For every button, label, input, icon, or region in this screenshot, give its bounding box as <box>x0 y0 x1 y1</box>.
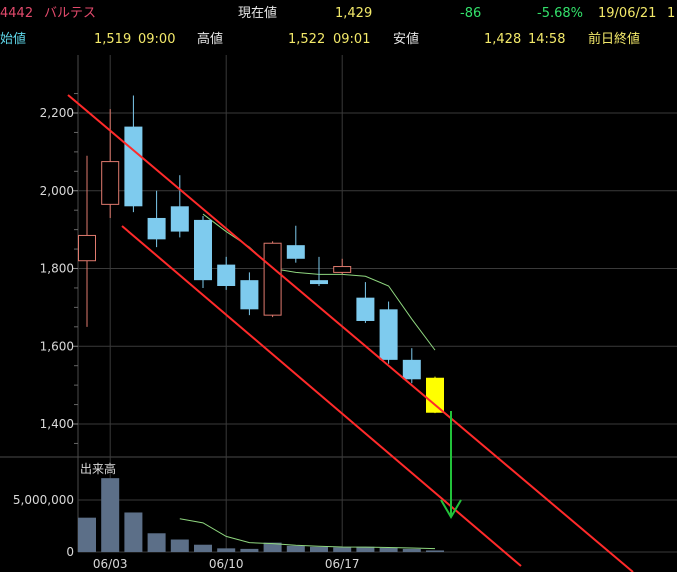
volume-bar <box>333 547 352 552</box>
date-trail: 1 <box>667 6 676 21</box>
candle-body-down <box>402 359 421 380</box>
candle-body-down <box>170 206 189 232</box>
candle-body-up <box>263 242 282 316</box>
volume-tick-label: 5,000,000 <box>13 493 74 507</box>
candle-body-down <box>217 264 236 286</box>
candle-body-up <box>78 234 96 262</box>
volume-bar <box>356 546 375 552</box>
volume-bar <box>78 517 96 552</box>
price-tick-label: 2,000 <box>40 184 74 198</box>
volume-bar <box>101 478 120 552</box>
change-value: -86 <box>460 6 482 21</box>
volume-bar <box>217 548 236 552</box>
volume-bar <box>426 550 444 552</box>
low-value: 1,428 <box>484 32 522 47</box>
open-value: 1,519 <box>94 32 132 47</box>
candle-body-up <box>333 266 352 273</box>
volume-tick-label: 0 <box>66 545 74 559</box>
current-label: 現在値 <box>238 6 278 21</box>
volume-bar <box>194 544 212 552</box>
candle-body-down <box>356 297 375 321</box>
date-tick-label: 06/17 <box>325 557 360 571</box>
volume-bar <box>124 512 143 552</box>
candle-body-down <box>310 280 328 285</box>
volume-bar <box>379 547 398 552</box>
volume-bar <box>310 546 328 552</box>
volume-bar <box>170 539 189 552</box>
price-tick-label: 1,400 <box>40 417 74 431</box>
volume-moving-average-line <box>179 518 436 550</box>
low-time: 14:58 <box>528 32 566 47</box>
prev-close-label: 前日終値 <box>588 32 641 47</box>
stock-code: 4442 <box>0 6 34 21</box>
trend-line-lower <box>121 225 522 567</box>
candle-body-down <box>147 217 166 240</box>
candle-body-down <box>286 245 305 259</box>
trend-line-upper <box>67 94 634 572</box>
current-value: 1,429 <box>335 6 373 21</box>
date-tick-label: 06/03 <box>93 557 128 571</box>
candle-body-up <box>101 161 120 205</box>
price-tick-label: 2,200 <box>40 106 74 120</box>
open-label: 始値 <box>0 32 27 47</box>
change-percent: -5.68% <box>537 6 583 21</box>
date-tick-label: 06/10 <box>209 557 244 571</box>
volume-bar <box>402 548 421 552</box>
volume-bar <box>147 533 166 552</box>
open-time: 09:00 <box>138 32 176 47</box>
volume-bar <box>240 548 259 552</box>
arrow-head <box>440 499 462 519</box>
candle-body-down <box>379 309 398 360</box>
volume-title: 出来高 <box>80 461 116 476</box>
volume-bar <box>263 542 282 552</box>
high-label: 高値 <box>197 32 224 47</box>
price-tick-label: 1,800 <box>40 262 74 276</box>
volume-bar <box>286 545 305 552</box>
low-label: 安値 <box>393 32 420 47</box>
candle-body-highlight <box>426 377 444 413</box>
date-value: 19/06/21 <box>598 6 657 21</box>
stock-name: バルテス <box>44 6 97 21</box>
high-value: 1,522 <box>288 32 326 47</box>
candle-body-down <box>124 126 143 207</box>
candle-body-down <box>194 219 212 281</box>
high-time: 09:01 <box>333 32 371 47</box>
candle-body-down <box>240 280 259 310</box>
price-tick-label: 1,600 <box>40 339 74 353</box>
